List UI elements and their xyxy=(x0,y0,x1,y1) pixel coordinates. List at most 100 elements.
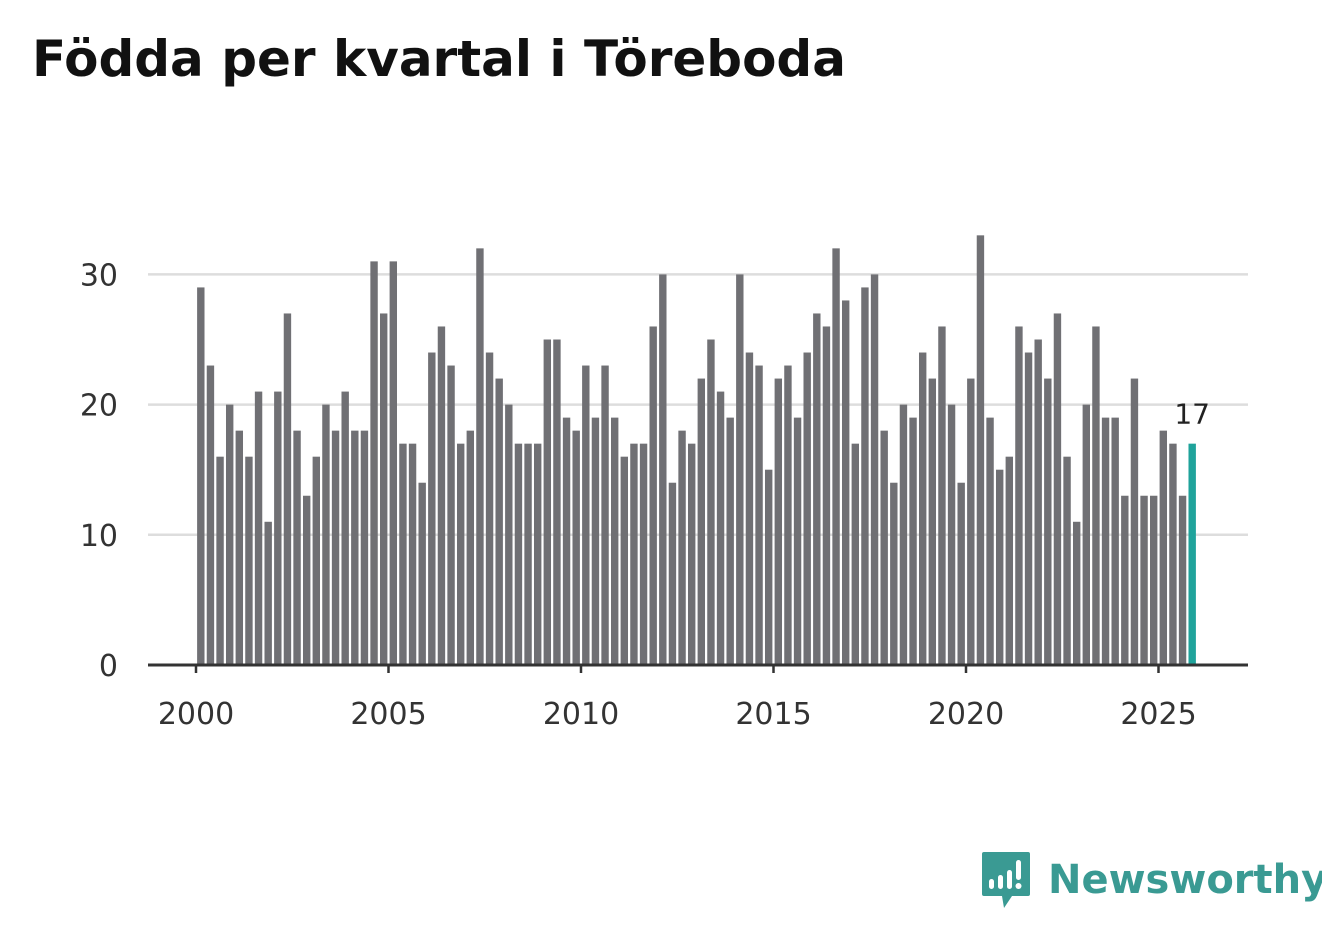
bar xyxy=(1072,521,1081,665)
bar xyxy=(620,456,629,665)
bar xyxy=(726,417,734,665)
bar xyxy=(639,443,648,665)
bar xyxy=(1111,417,1119,665)
bar xyxy=(274,391,282,665)
bar xyxy=(543,339,552,665)
bar xyxy=(1121,495,1129,665)
bar xyxy=(918,352,927,665)
bar xyxy=(822,326,831,665)
bar xyxy=(861,287,869,665)
bar xyxy=(476,248,484,666)
latest-value-label: 17 xyxy=(1174,398,1210,431)
bar xyxy=(495,378,503,665)
bar xyxy=(870,274,879,665)
bar xyxy=(986,417,994,665)
bar xyxy=(832,248,840,666)
bar xyxy=(1140,495,1148,665)
bar xyxy=(1044,378,1052,665)
bar xyxy=(803,352,811,665)
bar xyxy=(610,417,619,665)
bar xyxy=(341,391,349,665)
y-axis: 0 10 20 30 xyxy=(80,258,118,684)
data-labels: 17 xyxy=(1174,398,1210,431)
bar xyxy=(659,274,667,665)
bar xyxy=(1005,456,1014,665)
brand-name: Newsworthy xyxy=(1048,857,1322,903)
bar xyxy=(928,378,937,665)
newsworthy-logo-icon xyxy=(982,852,1030,908)
bar xyxy=(899,404,908,665)
bar xyxy=(197,287,205,665)
bar xyxy=(399,443,407,665)
bar xyxy=(793,417,802,665)
bar xyxy=(235,430,244,665)
bar xyxy=(1024,352,1033,665)
bar xyxy=(225,404,234,665)
bar xyxy=(505,404,513,665)
brand-logo: Newsworthy xyxy=(980,850,1322,910)
x-axis: 2000 2005 2010 2015 2020 2025 xyxy=(148,663,1248,732)
bar xyxy=(890,482,898,665)
bar xyxy=(283,313,292,665)
bar xyxy=(995,469,1004,665)
bar xyxy=(302,495,311,665)
bar xyxy=(254,391,263,665)
bar xyxy=(264,521,272,665)
bar xyxy=(1053,313,1062,665)
x-tick-label: 2000 xyxy=(158,697,234,732)
y-tick-label: 10 xyxy=(80,519,118,554)
bar xyxy=(1015,326,1023,665)
bar xyxy=(1178,495,1187,665)
bar xyxy=(687,443,696,665)
bar xyxy=(351,430,359,665)
bar xyxy=(466,430,475,665)
bar xyxy=(1149,495,1158,665)
bar xyxy=(524,443,532,665)
bar xyxy=(764,469,773,665)
bar xyxy=(649,326,657,665)
bar xyxy=(841,300,850,665)
bar xyxy=(312,456,321,665)
y-tick-label: 30 xyxy=(80,258,118,293)
bar xyxy=(533,443,542,665)
bar xyxy=(591,417,600,665)
x-tick-label: 2020 xyxy=(928,697,1004,732)
bar xyxy=(1082,404,1091,665)
bar xyxy=(562,417,571,665)
bar xyxy=(1169,443,1177,665)
x-tick-label: 2005 xyxy=(350,697,426,732)
bar xyxy=(813,313,821,665)
bar xyxy=(957,482,965,665)
y-tick-label: 20 xyxy=(80,389,118,424)
bar xyxy=(630,443,638,665)
bar xyxy=(379,313,388,665)
bar xyxy=(553,339,561,665)
x-tick-label: 2010 xyxy=(543,697,619,732)
bar xyxy=(572,430,580,665)
bar xyxy=(938,326,946,665)
bar xyxy=(601,365,609,665)
y-tick-label: 0 xyxy=(99,649,118,684)
bar xyxy=(784,365,792,665)
bar xyxy=(697,378,706,665)
bar xyxy=(389,261,398,665)
bar xyxy=(428,352,436,665)
bar xyxy=(437,326,446,665)
bar xyxy=(909,417,917,665)
x-tick-label: 2015 xyxy=(735,697,811,732)
bar xyxy=(678,430,686,665)
bar xyxy=(1130,378,1139,665)
bar xyxy=(947,404,956,665)
bar xyxy=(716,391,725,665)
bar xyxy=(976,235,985,665)
bar xyxy=(370,261,378,665)
bar xyxy=(216,456,224,665)
bar xyxy=(880,430,888,665)
bar xyxy=(668,482,677,665)
bar xyxy=(331,430,340,665)
bar xyxy=(456,443,465,665)
bar xyxy=(293,430,301,665)
bar xyxy=(485,352,494,665)
bar xyxy=(851,443,860,665)
bar xyxy=(707,339,715,665)
